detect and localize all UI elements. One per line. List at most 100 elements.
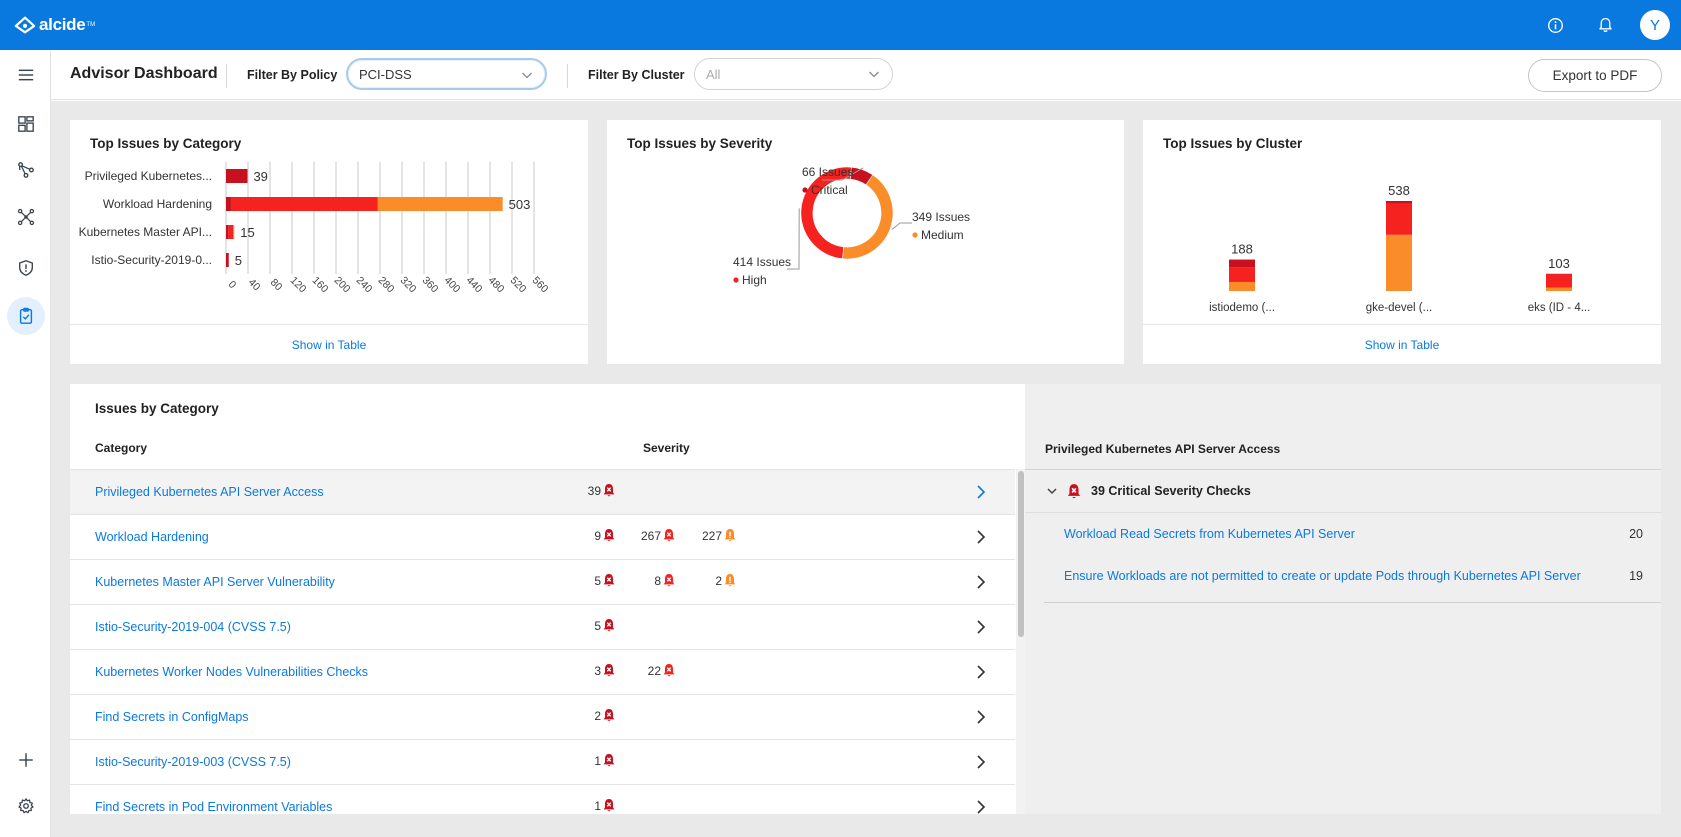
cluster-filter-label: Filter By Cluster [588,68,685,82]
medium-count-value: 227 [701,528,722,543]
info-icon[interactable] [1544,14,1566,36]
logo-text: alcide [39,15,86,34]
high-count: 8 [640,573,676,588]
bar-total-label: 39 [253,169,267,184]
slice-issues-label: 414 Issues [733,255,791,269]
x-tick-label: 320 [398,274,419,295]
bar-segment [226,169,248,183]
high-severity-icon [663,664,675,677]
critical-checks-group[interactable]: 39 Critical Severity Checks [1025,469,1661,513]
shield-icon[interactable] [0,248,51,288]
x-tick-label: 240 [354,274,375,295]
chevron-right-icon[interactable] [974,619,988,635]
category-link[interactable]: Istio-Security-2019-003 (CVSS 7.5) [95,755,291,769]
critical-count-value: 9 [594,528,601,543]
policy-select-value: PCI-DSS [359,66,412,82]
chevron-right-icon[interactable] [974,754,988,770]
chevron-right-icon[interactable] [974,529,988,545]
table-row[interactable]: Find Secrets in ConfigMaps 2 [70,694,1015,739]
network-icon[interactable] [0,197,51,237]
chevron-right-icon[interactable] [974,709,988,725]
detail-check-row[interactable]: Ensure Workloads are not permitted to cr… [1025,555,1661,597]
dashboard-icon[interactable] [0,104,51,144]
category-label: Kubernetes Master API... [79,225,212,239]
category-bar-chart: 0 40 80 120 160 200 240 280 320 360 400 440 480 520 56… [79,162,551,295]
show-in-table-link[interactable]: Show in Table [291,337,367,352]
page-title: Advisor Dashboard [70,65,218,82]
detail-check-row[interactable]: Workload Read Secrets from Kubernetes AP… [1025,513,1661,555]
category-link[interactable]: Find Secrets in Pod Environment Variable… [95,800,333,814]
x-tick-label: 280 [376,274,397,295]
scrollbar-thumb[interactable] [1018,471,1024,637]
alcide-logo[interactable]: alcide TM [14,14,95,36]
medium-count: 2 [701,573,737,588]
x-tick-label: 520 [508,274,529,295]
logo-trademark: TM [86,22,96,28]
cluster-select[interactable]: All [694,58,893,90]
category-link[interactable]: Kubernetes Worker Nodes Vulnerabilities … [95,665,369,679]
topology-icon[interactable] [0,150,51,190]
category-link[interactable]: Find Secrets in ConfigMaps [95,710,249,724]
bar-total-label: 15 [240,225,254,240]
high-count-value: 8 [654,573,661,588]
critical-severity-icon [603,484,615,497]
critical-count-value: 5 [594,573,601,588]
detail-check-link[interactable]: Workload Read Secrets from Kubernetes AP… [1064,527,1355,541]
leader-line [891,222,912,230]
bell-icon[interactable] [1594,14,1616,36]
critical-severity-icon [603,619,615,632]
bar-total-label: 103 [1548,256,1570,271]
legend-dot [733,277,739,283]
critical-count: 2 [580,708,616,723]
category-link[interactable]: Kubernetes Master API Server Vulnerabili… [95,575,335,589]
critical-count-value: 1 [594,798,601,813]
chevron-right-icon[interactable] [974,484,988,500]
table-row[interactable]: Istio-Security-2019-004 (CVSS 7.5) 5 [70,604,1015,649]
scrollbar-track[interactable] [1016,469,1025,814]
x-tick-label: 560 [530,274,551,295]
legend-dot [802,187,808,193]
high-count: 267 [640,528,676,543]
critical-count-value: 3 [594,663,601,678]
cluster-bar-chart: 188 istiodemo (... 538 gke-devel (... 103 eks… [1209,183,1590,314]
chevron-right-icon[interactable] [974,799,988,815]
critical-severity-icon [603,799,615,812]
legend-dot [912,232,918,238]
plus-icon[interactable] [0,740,51,780]
table-row[interactable]: Workload Hardening 9 267 227 [70,514,1015,559]
bar-segment [228,225,234,239]
critical-count-value: 1 [594,753,601,768]
category-link[interactable]: Workload Hardening [95,530,209,544]
donut-slice [800,166,852,260]
bar-total-label: 503 [509,197,531,212]
table-row[interactable]: Kubernetes Master API Server Vulnerabili… [70,559,1015,604]
table-row[interactable]: Kubernetes Worker Nodes Vulnerabilities … [70,649,1015,694]
table-row[interactable]: Privileged Kubernetes API Server Access 3… [70,469,1015,514]
table-row[interactable]: Istio-Security-2019-003 (CVSS 7.5) 1 [70,739,1015,784]
chevron-right-icon[interactable] [974,574,988,590]
high-severity-icon [663,574,675,587]
chevron-down-icon [869,71,879,78]
bar-segment [1546,274,1572,288]
critical-severity-icon [603,664,615,677]
category-link[interactable]: Istio-Security-2019-004 (CVSS 7.5) [95,620,291,634]
x-tick-label: 40 [246,277,263,294]
menu-icon[interactable] [0,55,51,95]
critical-count: 3 [580,663,616,678]
chevron-right-icon[interactable] [974,664,988,680]
advisor-nav-item[interactable] [0,296,51,336]
policy-select[interactable]: PCI-DSS [346,58,547,90]
table-row[interactable]: Find Secrets in Pod Environment Variable… [70,784,1015,829]
gear-icon[interactable] [0,786,51,826]
x-tick-label: 400 [442,274,463,295]
critical-severity-icon [1067,483,1081,498]
category-link[interactable]: Privileged Kubernetes API Server Access [95,485,324,499]
show-in-table-link[interactable]: Show in Table [1364,337,1440,352]
detail-check-link[interactable]: Ensure Workloads are not permitted to cr… [1064,569,1581,583]
detail-title: Privileged Kubernetes API Server Access [1045,442,1281,456]
user-avatar[interactable]: Y [1640,10,1670,40]
export-pdf-button[interactable]: Export to PDF [1528,59,1662,92]
severity-donut-chart: 66 Issues Critical 349 Issues Medium 414 Iss… [733,165,970,287]
critical-count-value: 39 [587,483,601,498]
severity-card-title: Top Issues by Severity [627,136,773,151]
